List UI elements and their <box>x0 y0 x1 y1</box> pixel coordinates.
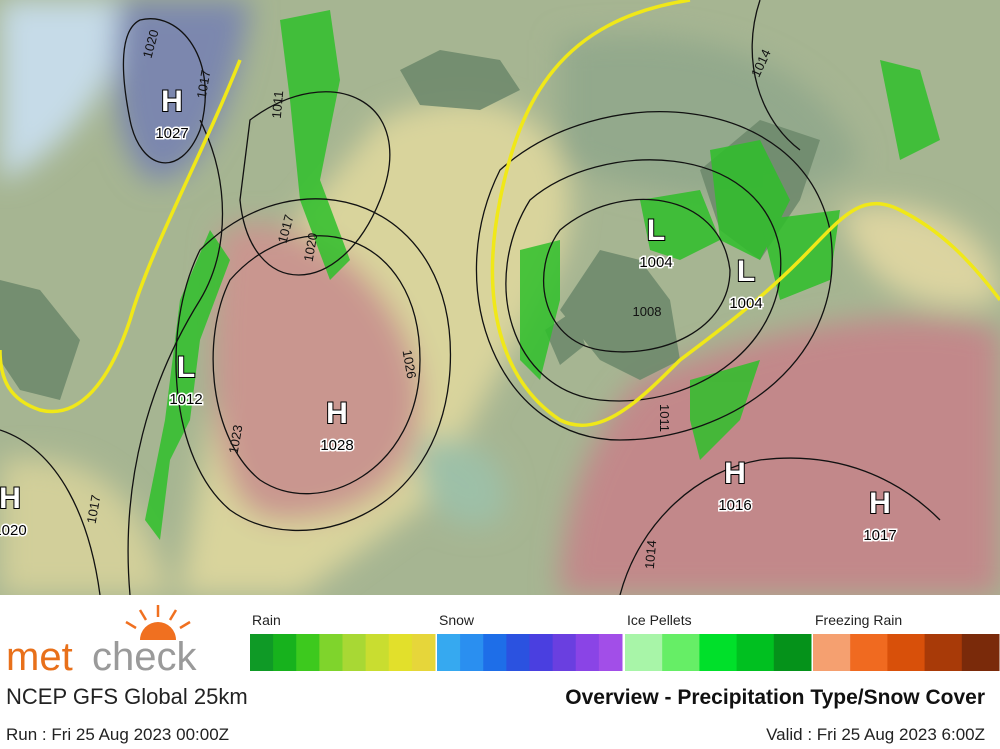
isobar-label: 1020 <box>301 232 321 263</box>
legend-swatch <box>250 634 274 671</box>
center-symbol: L <box>177 351 195 384</box>
legend-swatch <box>598 634 623 671</box>
center-symbol: L <box>737 255 755 288</box>
logo-sun <box>125 605 191 630</box>
logo-text-met: met <box>6 635 73 679</box>
isobar-label: 1011 <box>269 90 286 119</box>
isobar-label: 1011 <box>657 404 672 432</box>
legend-swatch <box>460 634 484 671</box>
center-symbol: H <box>724 457 746 490</box>
legend-swatch <box>961 634 1000 671</box>
pressure-centers: H 1027 L 1012 H 1028 L 1004 L 1004 H 1016 H 1017 H 1020 <box>0 84 898 546</box>
legend-swatch <box>773 634 812 671</box>
legend-swatch <box>296 634 320 671</box>
isobar-label: 1017 <box>84 494 104 525</box>
legend-label: Ice Pellets <box>627 612 692 628</box>
logo-text-check: check <box>92 635 197 679</box>
legend-swatch <box>388 634 413 671</box>
center-pressure: 1012 <box>169 391 202 408</box>
center-pressure: 1020 <box>0 522 27 539</box>
isobar-label: 1020 <box>140 28 162 60</box>
freezing-level <box>0 0 1000 427</box>
center-pressure: 1027 <box>155 125 188 142</box>
legend-swatch <box>506 634 530 671</box>
legend: Rain Snow Ice Pellets Freezing Rain <box>250 612 1000 671</box>
legend-swatch <box>625 634 663 671</box>
center-symbol: H <box>869 487 891 520</box>
center-pressure: 1016 <box>718 497 751 514</box>
product-title: Overview - Precipitation Type/Snow Cover <box>565 686 985 709</box>
legend-swatch <box>813 634 851 671</box>
isobar-label: 1017 <box>275 213 297 245</box>
center-pressure: 1004 <box>729 295 762 312</box>
center-symbol: L <box>647 214 665 247</box>
center-pressure: 1028 <box>320 437 353 454</box>
isobar-label: 1026 <box>400 349 420 380</box>
center-symbol: H <box>0 482 21 515</box>
isobars <box>0 0 941 595</box>
isobar-label: 1008 <box>633 304 662 319</box>
logo: met check <box>6 605 197 679</box>
legend-swatch <box>319 634 343 671</box>
center-pressure: 1004 <box>639 254 672 271</box>
legend-swatch <box>662 634 700 671</box>
legend-swatch <box>850 634 888 671</box>
legend-swatch <box>273 634 297 671</box>
run-time: Run : Fri 25 Aug 2023 00:00Z <box>6 725 229 744</box>
legend-swatch <box>437 634 461 671</box>
legend-swatch <box>736 634 775 671</box>
isobar-label: 1014 <box>642 540 659 570</box>
legend-swatch <box>575 634 600 671</box>
isobar-label: 1017 <box>194 69 214 100</box>
legend-label: Snow <box>439 612 475 628</box>
legend-swatch <box>887 634 926 671</box>
legend-swatch <box>411 634 436 671</box>
model-name: NCEP GFS Global 25km <box>6 684 248 709</box>
logo-sun-disc <box>140 622 176 640</box>
center-pressure: 1017 <box>863 527 896 544</box>
legend-swatch <box>365 634 390 671</box>
isobar-label: 1023 <box>226 424 246 455</box>
isobar-labels: 1020101710111017102010261023101710141008… <box>84 28 774 570</box>
legend-label: Freezing Rain <box>815 612 902 628</box>
map: H 1027 L 1012 H 1028 L 1004 L 1004 H 1016 H 1017 H 1020… <box>0 0 1000 595</box>
legend-swatch <box>342 634 367 671</box>
legend-swatch <box>924 634 963 671</box>
valid-time: Valid : Fri 25 Aug 2023 6:00Z <box>766 725 985 744</box>
legend-swatch <box>699 634 738 671</box>
legend-swatch <box>552 634 577 671</box>
legend-swatch <box>483 634 507 671</box>
legend-label: Rain <box>252 612 281 628</box>
footer: met check Rain Snow Ice Pellets Freezing Ra… <box>6 605 1000 744</box>
center-symbol: H <box>326 397 348 430</box>
center-symbol: H <box>161 85 183 118</box>
legend-swatch <box>529 634 554 671</box>
